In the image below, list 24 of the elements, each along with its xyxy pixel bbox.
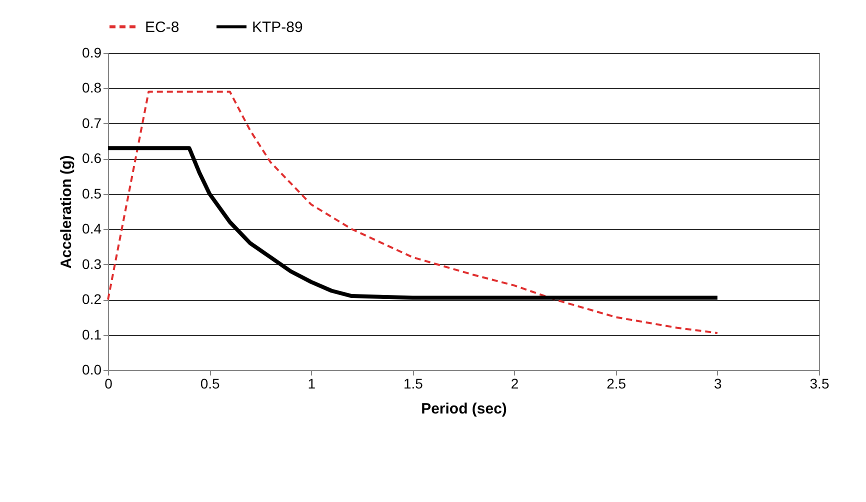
- legend-label: KTP-89: [252, 18, 303, 36]
- y-tick-label: 0.5: [82, 185, 102, 202]
- y-tick-label: 0.6: [82, 150, 102, 166]
- x-tick-label: 2: [510, 376, 519, 392]
- y-tick-label: 0.0: [82, 362, 102, 378]
- y-axis-title: Acceleration (g): [58, 155, 76, 269]
- x-tick-label: 0.5: [200, 376, 220, 392]
- y-tick-label: 0.4: [82, 220, 102, 237]
- y-tick-label: 0.8: [82, 80, 102, 96]
- x-tick-label: 2.5: [606, 376, 626, 392]
- line-series: [107, 90, 718, 334]
- x-tick-label: 1.5: [403, 376, 424, 392]
- y-tick-label: 0.3: [82, 256, 102, 272]
- y-tick-label: 0.9: [82, 44, 102, 60]
- x-tick-label: 0: [104, 376, 113, 392]
- y-tick-label: 0.7: [82, 114, 102, 131]
- legend-label: EC-8: [145, 18, 180, 36]
- line-series: [106, 146, 720, 300]
- x-tick-label: 3.5: [810, 376, 830, 392]
- y-tick-label: 0.1: [82, 326, 102, 342]
- x-tick-label: 1: [308, 376, 316, 392]
- x-tick-label: 3: [714, 376, 722, 392]
- y-tick-label: 0.2: [82, 291, 102, 308]
- x-axis-title: Period (sec): [421, 400, 507, 418]
